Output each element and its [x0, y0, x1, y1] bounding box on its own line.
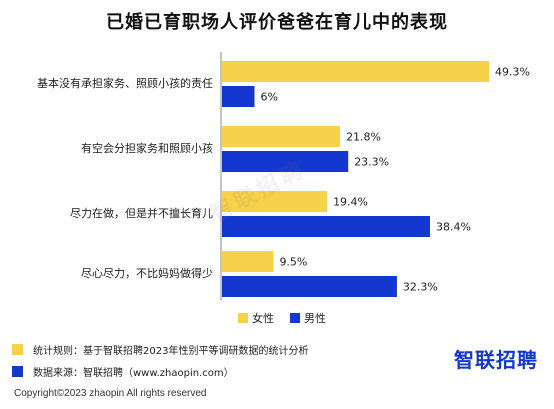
note-source-marker — [12, 365, 23, 377]
category-label: 有空会分担家务和照顾小孩 — [81, 141, 213, 155]
male-bar — [222, 86, 255, 107]
note-rule-text: 统计规则：基于智联招聘2023年性别平等调研数据的统计分析 — [33, 345, 309, 357]
category-label: 基本没有承担家务、照顾小孩的责任 — [37, 76, 213, 90]
value-label: 49.3% — [495, 66, 530, 79]
legend-swatch — [290, 313, 300, 323]
value-label: 32.3% — [403, 281, 438, 294]
male-bar — [222, 276, 397, 297]
brand-logo: 智联招聘 — [454, 348, 538, 372]
category-label: 尽心尽力，不比妈妈做得少 — [81, 266, 213, 280]
value-label: 21.8% — [346, 131, 381, 144]
footnotes: 统计规则：基于智联招聘2023年性别平等调研数据的统计分析 数据来源：智联招聘（… — [12, 338, 432, 382]
male-bar — [222, 151, 349, 172]
value-label: 23.3% — [354, 156, 389, 169]
legend-label: 女性 — [252, 311, 274, 325]
value-label: 6% — [260, 91, 277, 104]
female-bar — [222, 126, 341, 147]
category-label: 尽力在做，但是并不擅长育儿 — [70, 206, 213, 220]
note-source-text: 数据来源：智联招聘（www.zhaopin.com） — [33, 367, 234, 379]
note-rule-marker — [12, 343, 23, 355]
chart-title: 已婚已育职场人评价爸爸在育儿中的表现 — [106, 12, 448, 33]
bar-chart: 基本没有承担家务、照顾小孩的责任 49.3% 6% 有空会分担家务和照顾小孩 21.8%… — [37, 52, 530, 325]
female-bar — [222, 251, 274, 272]
note-rule: 统计规则：基于智联招聘2023年性别平等调研数据的统计分析 — [12, 338, 432, 360]
copyright: Copyright©2023 zhaopin All rights reserv… — [14, 388, 207, 399]
legend-label: 男性 — [304, 311, 326, 325]
value-label: 38.4% — [436, 221, 471, 234]
female-bar — [222, 61, 489, 82]
female-bar — [222, 191, 328, 212]
male-bar — [222, 216, 430, 237]
note-source: 数据来源：智联招聘（www.zhaopin.com） — [12, 360, 432, 382]
value-label: 19.4% — [333, 196, 368, 209]
legend-swatch — [238, 313, 248, 323]
value-label: 9.5% — [279, 256, 307, 269]
